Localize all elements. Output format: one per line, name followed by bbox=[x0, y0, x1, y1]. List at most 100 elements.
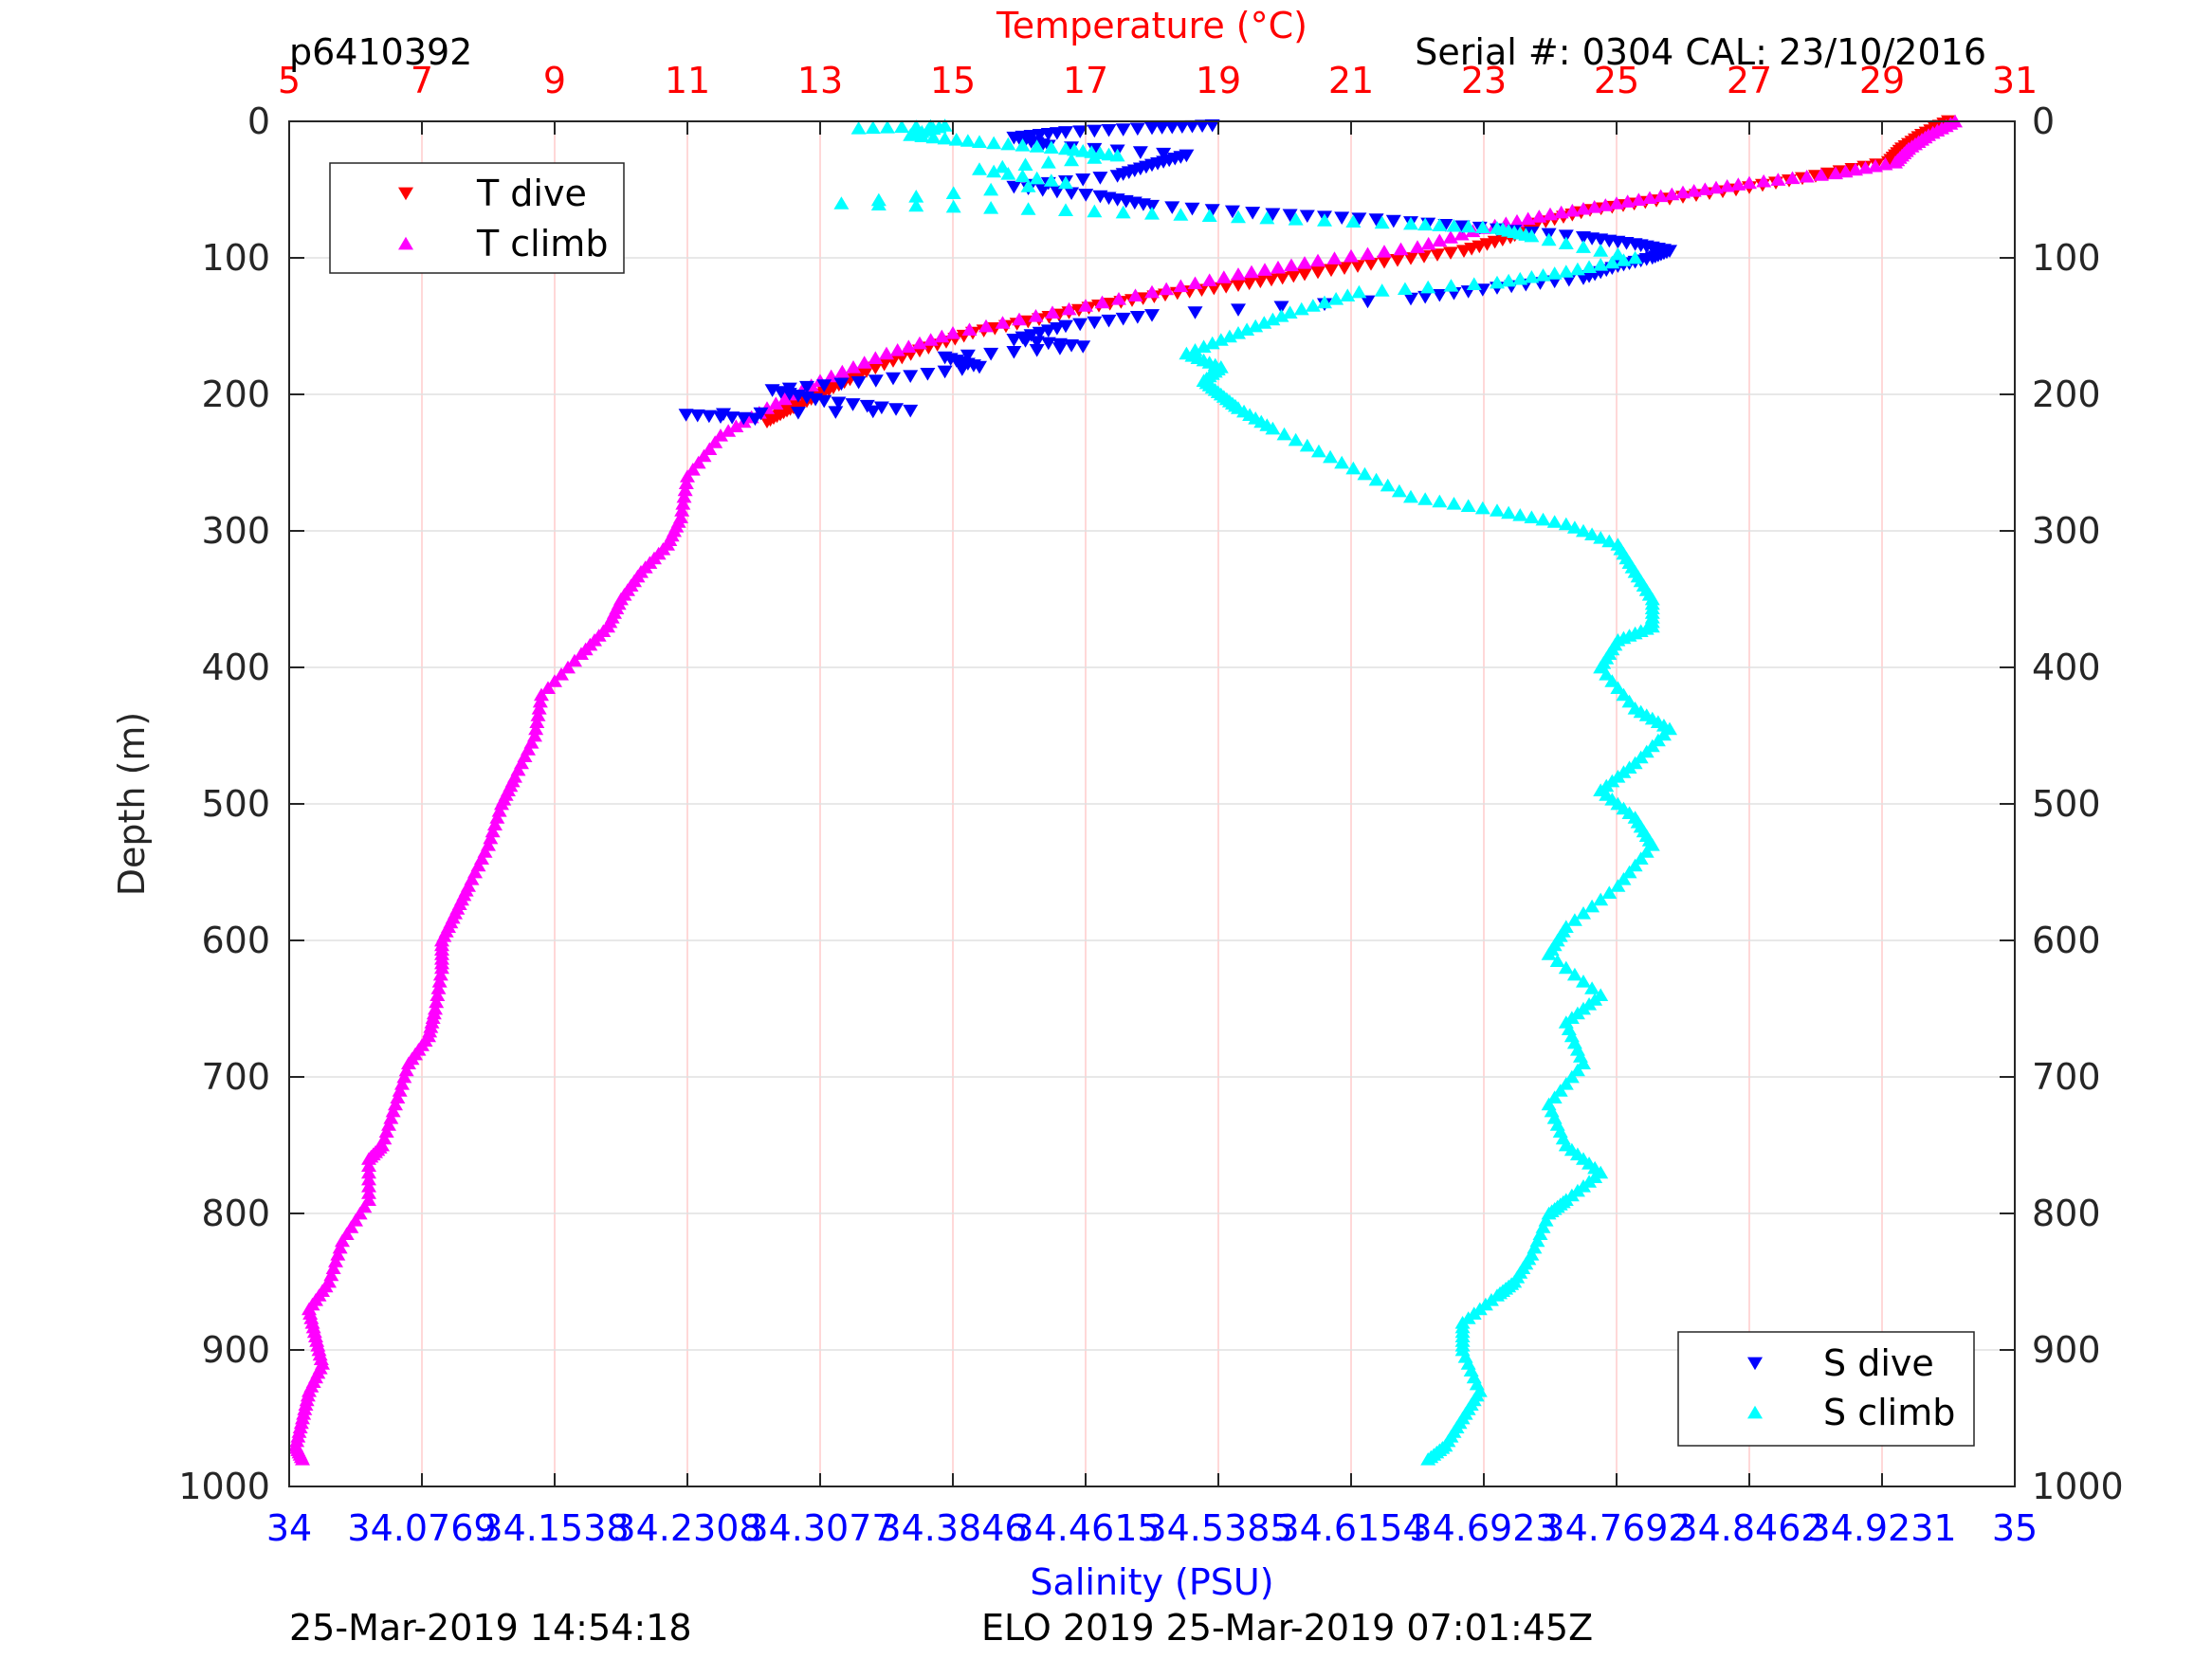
data-point bbox=[1231, 279, 1246, 292]
data-point bbox=[1564, 203, 1581, 217]
data-point bbox=[1403, 292, 1418, 306]
data-point bbox=[925, 130, 941, 144]
data-point bbox=[1029, 344, 1045, 357]
salinity-tick-label: 34.6154 bbox=[1276, 1507, 1425, 1549]
data-point bbox=[1719, 178, 1735, 192]
data-point bbox=[945, 199, 961, 213]
data-point bbox=[1064, 339, 1080, 353]
data-point bbox=[850, 121, 867, 135]
depth-tick-label-left: 0 bbox=[247, 100, 270, 142]
data-point bbox=[1323, 449, 1339, 464]
data-point bbox=[1224, 205, 1240, 219]
data-point bbox=[1051, 342, 1068, 356]
data-point bbox=[777, 392, 793, 406]
data-point bbox=[1115, 312, 1131, 326]
temperature-tick-label: 27 bbox=[1727, 60, 1772, 101]
data-point bbox=[434, 960, 449, 975]
salinity-axis-label: Salinity (PSU) bbox=[1030, 1561, 1273, 1603]
salinity-tick-label: 34.6923 bbox=[1409, 1507, 1558, 1549]
data-point bbox=[961, 322, 978, 336]
data-point bbox=[1584, 981, 1600, 994]
data-point bbox=[1310, 444, 1326, 458]
depth-tick-label-right: 300 bbox=[2032, 510, 2101, 552]
salinity-tick-label: 35 bbox=[1992, 1507, 2038, 1549]
data-point bbox=[429, 994, 445, 1009]
data-point bbox=[1390, 254, 1405, 267]
data-point bbox=[1391, 483, 1407, 498]
data-point bbox=[532, 694, 548, 708]
data-point bbox=[1256, 316, 1272, 329]
data-point bbox=[1310, 253, 1325, 267]
data-point bbox=[1474, 220, 1490, 233]
data-point bbox=[1549, 954, 1565, 967]
data-point bbox=[1020, 179, 1036, 192]
data-point bbox=[1576, 975, 1591, 988]
data-point bbox=[1566, 967, 1582, 981]
data-point bbox=[1558, 1077, 1574, 1090]
data-point bbox=[1546, 1090, 1563, 1103]
data-point bbox=[1627, 250, 1643, 264]
data-point bbox=[1417, 290, 1434, 304]
data-point bbox=[430, 988, 446, 1001]
data-point bbox=[361, 1186, 376, 1199]
data-point bbox=[1569, 262, 1585, 276]
data-point bbox=[903, 128, 919, 141]
data-point bbox=[1058, 175, 1073, 190]
data-point bbox=[1265, 312, 1281, 326]
depth-tick-label-left: 200 bbox=[201, 374, 270, 415]
data-point bbox=[1576, 523, 1591, 538]
data-point bbox=[1410, 240, 1425, 253]
data-point bbox=[1520, 211, 1536, 226]
data-point bbox=[1075, 340, 1091, 354]
depth-tick-label-right: 500 bbox=[2032, 783, 2101, 825]
data-point bbox=[1017, 157, 1033, 171]
depth-tick-label-left: 1000 bbox=[178, 1466, 270, 1507]
data-point bbox=[1273, 301, 1289, 315]
data-point bbox=[1460, 219, 1476, 233]
data-point bbox=[1265, 208, 1281, 222]
data-point bbox=[713, 410, 728, 424]
data-point bbox=[1101, 314, 1117, 328]
data-point bbox=[1187, 306, 1203, 319]
legend-salinity-box bbox=[1677, 1331, 1975, 1447]
data-point bbox=[1601, 885, 1618, 899]
data-point bbox=[1129, 122, 1145, 137]
legend-label-t-climb: T climb bbox=[476, 223, 608, 264]
data-point bbox=[1072, 318, 1088, 332]
data-point bbox=[1730, 177, 1746, 191]
data-point bbox=[1604, 674, 1620, 687]
data-point bbox=[1006, 345, 1022, 359]
data-point bbox=[1144, 309, 1160, 322]
data-point bbox=[1584, 899, 1600, 913]
data-point bbox=[873, 401, 889, 415]
data-point bbox=[865, 405, 881, 419]
data-point bbox=[678, 476, 694, 489]
data-point bbox=[1543, 207, 1558, 221]
data-point bbox=[868, 374, 884, 388]
data-point bbox=[914, 129, 930, 142]
axis-ticks: 5 7 9 11 13 15 17 19 21 23 25 27 29 31 34 34.076934.153… bbox=[178, 60, 2123, 1549]
depth-axis-label: Depth (m) bbox=[111, 712, 153, 897]
data-point bbox=[983, 347, 999, 361]
data-point bbox=[529, 715, 545, 728]
data-point bbox=[1566, 520, 1582, 534]
data-point bbox=[816, 379, 832, 392]
data-point bbox=[1377, 245, 1392, 258]
data-point bbox=[1058, 203, 1073, 216]
data-point bbox=[986, 164, 1002, 178]
data-point bbox=[1231, 210, 1246, 224]
data-point bbox=[1201, 209, 1217, 222]
data-point bbox=[1144, 199, 1160, 213]
data-point bbox=[1368, 213, 1384, 227]
data-point bbox=[868, 361, 884, 375]
legend-marker-t-dive bbox=[398, 187, 413, 201]
data-point bbox=[1813, 168, 1829, 181]
data-point bbox=[894, 119, 910, 134]
data-point bbox=[534, 687, 549, 702]
data-point bbox=[1132, 146, 1148, 159]
data-point bbox=[1087, 316, 1103, 330]
data-point bbox=[1558, 264, 1574, 278]
data-point bbox=[1619, 194, 1636, 208]
data-point bbox=[901, 339, 917, 353]
data-point bbox=[1581, 260, 1598, 273]
